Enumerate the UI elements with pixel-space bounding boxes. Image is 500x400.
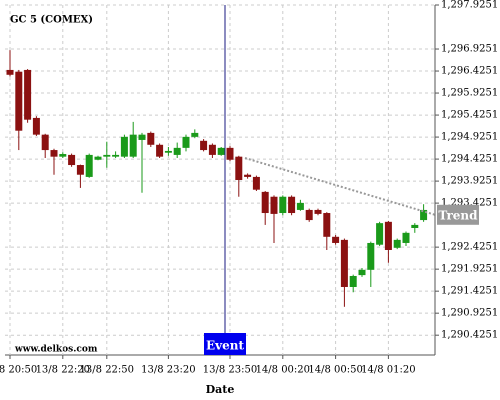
candle-body [384, 221, 392, 251]
chart-title: GC 5 (COMEX) [10, 15, 93, 26]
y-tick-label: 1,296.9251 [441, 44, 498, 55]
y-tick-label: 1,296.4251 [441, 66, 498, 77]
candle-body [59, 154, 67, 157]
candle-body [208, 144, 216, 155]
candle-body [138, 134, 146, 140]
event-label: Event [206, 339, 244, 353]
candle-body [129, 134, 137, 157]
candle-body [270, 196, 278, 214]
candle-body [358, 269, 366, 276]
candle-body [15, 71, 23, 131]
candle-body [24, 69, 32, 120]
y-tick-label: 1,295.4251 [441, 110, 498, 121]
candle-body [85, 154, 93, 177]
candle-body [200, 140, 208, 151]
y-tick-label: 1,294.9251 [441, 132, 498, 143]
x-axis-title: Date [206, 383, 235, 396]
candle-body [76, 165, 84, 175]
candle-body [32, 117, 40, 135]
candle-body [296, 202, 304, 210]
candle-body [314, 209, 322, 214]
candle-body [340, 239, 348, 287]
candle-body [50, 150, 58, 157]
candle-body [332, 236, 340, 243]
candle-body [41, 134, 49, 151]
y-tick-label: 1,290.4251 [441, 330, 498, 341]
x-tick-label: 14/8 01:20 [361, 365, 415, 376]
candle-body [252, 176, 260, 190]
x-tick-label: 13/8 20:50 [0, 365, 37, 376]
candle-body [367, 242, 375, 270]
watermark: www.delkos.com [14, 345, 98, 355]
candle-body [217, 147, 225, 155]
candle-body [68, 154, 76, 166]
candle-body [226, 147, 234, 160]
candle-body [411, 224, 419, 228]
y-tick-label: 1,291.9251 [441, 264, 498, 275]
candle-body [393, 239, 401, 248]
event-box [204, 333, 246, 355]
y-tick-label: 1,292.4251 [441, 242, 498, 253]
x-tick-label: 14/8 00:20 [256, 365, 310, 376]
candle-body [120, 136, 128, 157]
candle-body [164, 150, 172, 153]
candle-body [103, 154, 111, 157]
candle-body [288, 196, 296, 214]
x-tick-label: 13/8 22:50 [80, 365, 134, 376]
y-tick-label: 1,293.4251 [441, 198, 498, 209]
trend-line [244, 157, 436, 216]
candle-body [112, 154, 120, 157]
candle-body [6, 69, 14, 75]
candle-body [279, 196, 287, 214]
candle-body [261, 191, 269, 214]
x-tick-label: 14/8 00:50 [308, 365, 362, 376]
candle-body [376, 223, 384, 245]
y-tick-label: 1,294.4251 [441, 154, 498, 165]
candle-body [94, 156, 102, 160]
trend-box [437, 204, 479, 225]
candle-body [420, 209, 428, 221]
y-tick-label: 1,297.9251 [441, 0, 498, 11]
y-tick-label: 1,295.9251 [441, 88, 498, 99]
candle-body [323, 213, 331, 237]
candle-body [191, 132, 199, 137]
candle-body [305, 209, 313, 221]
x-tick-label: 13/8 22:20 [36, 365, 90, 376]
candle-body [147, 132, 155, 145]
candle-body [402, 232, 410, 243]
candle-body [173, 147, 181, 155]
trend-label: Trend [438, 208, 478, 222]
y-tick-label: 1,293.9251 [441, 176, 498, 187]
candle-body [235, 156, 243, 181]
candle-body [182, 136, 190, 148]
candle-body [244, 174, 252, 177]
y-tick-label: 1,290.9251 [441, 308, 498, 319]
x-tick-label: 13/8 23:20 [141, 365, 195, 376]
candle-body [349, 275, 357, 287]
x-tick-label: 13/8 23:50 [203, 365, 257, 376]
candle-body [156, 144, 164, 157]
y-tick-label: 1,291.4251 [441, 286, 498, 297]
